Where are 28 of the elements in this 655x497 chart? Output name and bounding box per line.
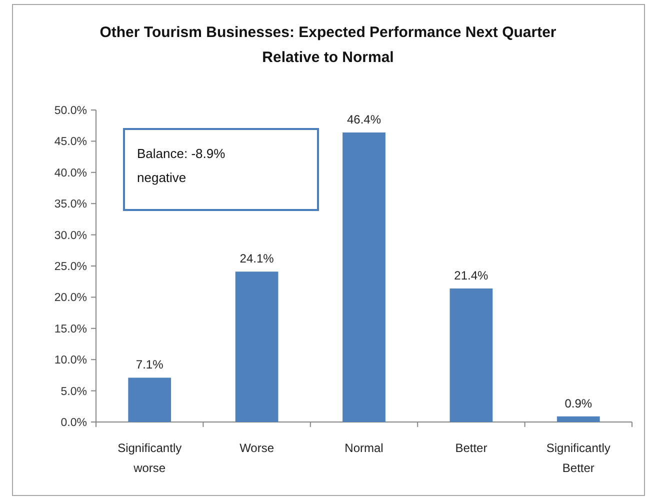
bar xyxy=(450,288,493,422)
bar xyxy=(556,416,600,422)
x-tick-label: Better xyxy=(455,441,488,455)
y-tick-label: 15.0% xyxy=(54,323,87,336)
y-tick-label: 20.0% xyxy=(54,292,87,304)
x-tick-label: Significantly worse xyxy=(118,441,182,475)
bar xyxy=(235,272,278,422)
y-tick-label: 25.0% xyxy=(54,261,87,274)
bar xyxy=(128,378,172,422)
y-tick-label: 45.0% xyxy=(54,136,87,148)
x-tick-label: Normal xyxy=(344,441,384,455)
data-label: 7.1% xyxy=(136,358,164,372)
y-tick-label: 35.0% xyxy=(54,198,87,211)
y-tick-label: 50.0% xyxy=(54,105,87,118)
y-tick-label: 5.0% xyxy=(60,386,87,398)
data-label: 0.9% xyxy=(564,396,592,410)
y-tick-label: 0.0% xyxy=(60,417,87,430)
x-tick-label: Significantly Better xyxy=(546,441,610,475)
chart-title: Other Tourism Businesses: Expected Performance Next Quarter Relative to Normal xyxy=(100,24,556,66)
bar xyxy=(342,132,386,422)
y-tick-label: 40.0% xyxy=(54,167,87,180)
annotation: Balance: -8.9% negative xyxy=(137,146,226,185)
y-tick-label: 30.0% xyxy=(54,230,87,242)
data-label: 46.4% xyxy=(346,112,382,126)
x-tick-label: Worse xyxy=(240,441,274,455)
data-label: 21.4% xyxy=(454,268,489,282)
y-tick-label: 10.0% xyxy=(54,354,87,367)
data-label: 24.1% xyxy=(240,252,274,266)
